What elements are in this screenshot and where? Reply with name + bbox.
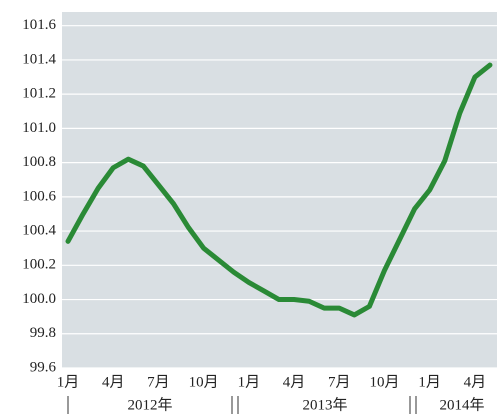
year-label: 2013年 bbox=[302, 396, 347, 413]
data-line bbox=[65, 62, 493, 318]
y-tick-label: 99.6 bbox=[30, 359, 57, 375]
y-tick-label: 100.2 bbox=[22, 257, 56, 273]
y-tick-label: 101.4 bbox=[22, 51, 56, 67]
plot-area bbox=[62, 12, 497, 368]
x-tick-label: 7月 bbox=[147, 374, 170, 390]
y-tick-label: 100.0 bbox=[22, 291, 56, 307]
x-tick-label: 1月 bbox=[418, 374, 441, 390]
x-tick-label: 10月 bbox=[189, 374, 219, 390]
x-tick-label: 1月 bbox=[238, 374, 261, 390]
year-label: 2014年 bbox=[439, 396, 484, 413]
x-tick-label: 10月 bbox=[369, 374, 399, 390]
y-tick-label: 100.4 bbox=[22, 223, 56, 239]
x-tick-label: 4月 bbox=[102, 374, 125, 390]
y-tick-label: 101.6 bbox=[22, 17, 56, 33]
y-tick-label: 100.8 bbox=[22, 154, 56, 170]
y-tick-label: 100.6 bbox=[22, 188, 56, 204]
year-label: 2012年 bbox=[127, 396, 172, 413]
x-tick-label: 7月 bbox=[328, 374, 351, 390]
x-tick-label: 1月 bbox=[57, 374, 80, 390]
x-tick-label: 4月 bbox=[283, 374, 306, 390]
x-tick-label: 4月 bbox=[464, 374, 487, 390]
y-tick-label: 101.2 bbox=[22, 86, 56, 102]
y-tick-label: 101.0 bbox=[22, 120, 56, 136]
y-tick-label: 99.8 bbox=[30, 325, 56, 341]
